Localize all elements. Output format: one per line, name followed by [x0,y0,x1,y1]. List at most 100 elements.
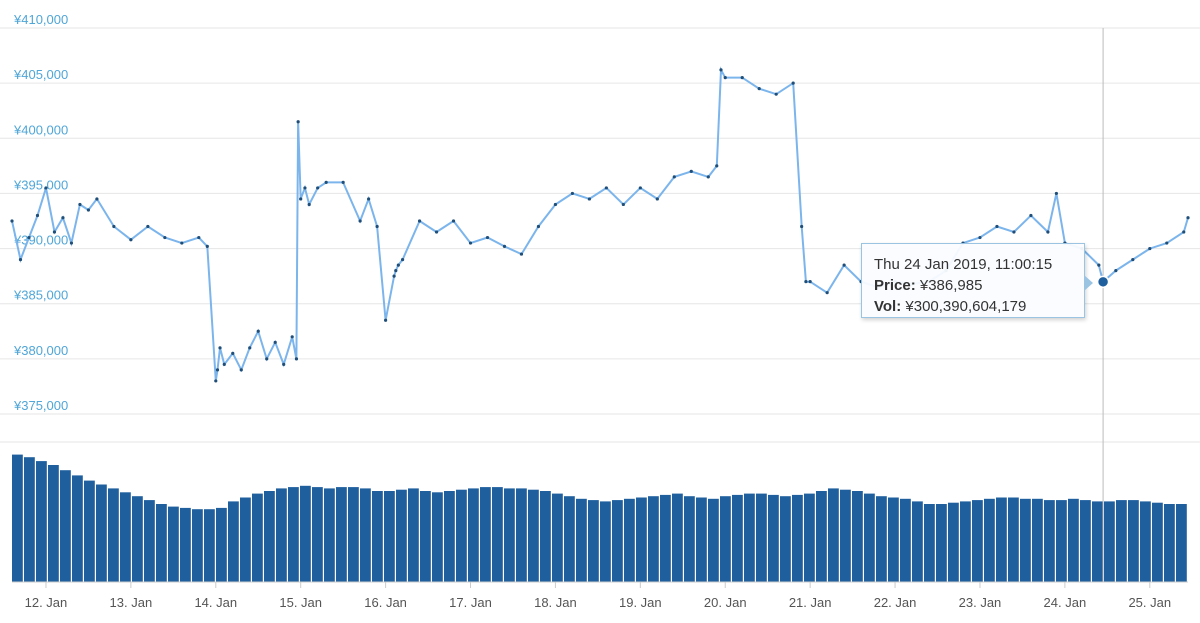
price-series-line [11,66,1189,382]
volume-bar [468,488,479,582]
volume-bar [636,497,647,582]
price-point [358,219,362,223]
price-point [468,241,473,245]
tooltip-title: Thu 24 Jan 2019, 11:00:15 [874,256,1053,273]
volume-bar [492,487,503,582]
price-point [384,318,388,322]
tooltip-price-row: Price: ¥386,985 [874,275,1072,296]
price-point [400,258,405,262]
price-point [825,291,829,295]
price-point [248,346,252,350]
volume-bar [228,501,239,582]
price-point [239,368,243,372]
price-point [800,224,804,229]
volume-bar [852,491,863,582]
volume-bar [12,454,23,582]
price-point [180,241,184,245]
price-point [723,76,727,80]
volume-bar [984,498,995,582]
tooltip-pointer [1084,275,1093,291]
price-point [638,186,642,190]
volume-bar [528,489,539,582]
volume-bar [312,487,323,582]
x-tick-label: 21. Jan [789,595,832,610]
volume-bar [804,493,815,582]
volume-bar [324,488,335,582]
volume-bar [720,496,731,582]
price-point [86,208,91,212]
x-tick-label: 20. Jan [704,595,747,610]
price-point [706,175,710,179]
y-tick-label: ¥375,000 [13,398,68,413]
volume-bar [648,496,659,582]
x-tick-label: 17. Jan [449,595,492,610]
volume-bar [504,488,515,582]
y-tick-label: ¥400,000 [13,122,68,137]
volume-bar [1044,500,1055,582]
price-point [715,164,719,168]
price-point [1012,230,1016,234]
volume-bar [816,491,827,582]
price-point [218,346,222,350]
price-point [1165,241,1169,245]
y-tick-label: ¥405,000 [13,67,68,82]
volume-bar [204,509,215,582]
price-point [689,169,693,173]
volume-bar [120,492,131,582]
volume-bar [84,480,95,582]
price-point [1097,263,1101,267]
volume-bar [1140,501,1151,582]
volume-bars [12,454,1187,582]
volume-bar [900,498,911,582]
volume-bar [276,488,287,582]
volume-bar [768,494,779,582]
price-point [112,224,116,229]
y-tick-label: ¥390,000 [13,233,68,248]
price-point [621,202,625,207]
price-point [256,329,260,333]
price-point [18,258,23,262]
price-point [61,216,65,220]
price-point [52,230,57,234]
price-point [1046,230,1050,234]
volume-bar [144,500,155,582]
volume-bar [996,497,1007,582]
price-point [78,202,82,207]
price-series-markers [10,68,1190,383]
price-point [294,357,299,361]
volume-bar [156,504,167,582]
volume-bar [288,487,299,582]
volume-bar [300,485,311,582]
price-gridlines [0,27,1200,415]
volume-bar [240,497,251,582]
volume-bar [912,501,923,582]
volume-bar [936,504,947,582]
price-point [222,362,226,366]
price-point [69,241,74,245]
volume-bar [1128,500,1139,582]
price-point [655,197,659,201]
volume-bar [1056,500,1067,582]
volume-bar [1116,500,1127,582]
price-y-axis: ¥410,000 ¥405,000 ¥400,000 ¥395,000 ¥390,000… [13,12,68,413]
volume-bar [264,491,275,582]
price-point [1131,258,1135,262]
volume-bar [756,493,767,582]
price-point [27,235,31,240]
volume-bar [336,487,347,582]
price-point [341,180,345,184]
x-tick-label: 23. Jan [959,595,1002,610]
price-point [1114,269,1118,273]
price-point [205,244,209,248]
price-point [774,92,778,96]
volume-bar [684,496,695,582]
price-point [1054,191,1058,196]
volume-bar [552,493,563,582]
volume-bar [168,506,179,582]
y-tick-label: ¥395,000 [13,177,68,192]
price-point [95,197,99,201]
price-point [1029,213,1033,218]
x-tick-label: 16. Jan [364,595,407,610]
price-point [757,87,761,91]
